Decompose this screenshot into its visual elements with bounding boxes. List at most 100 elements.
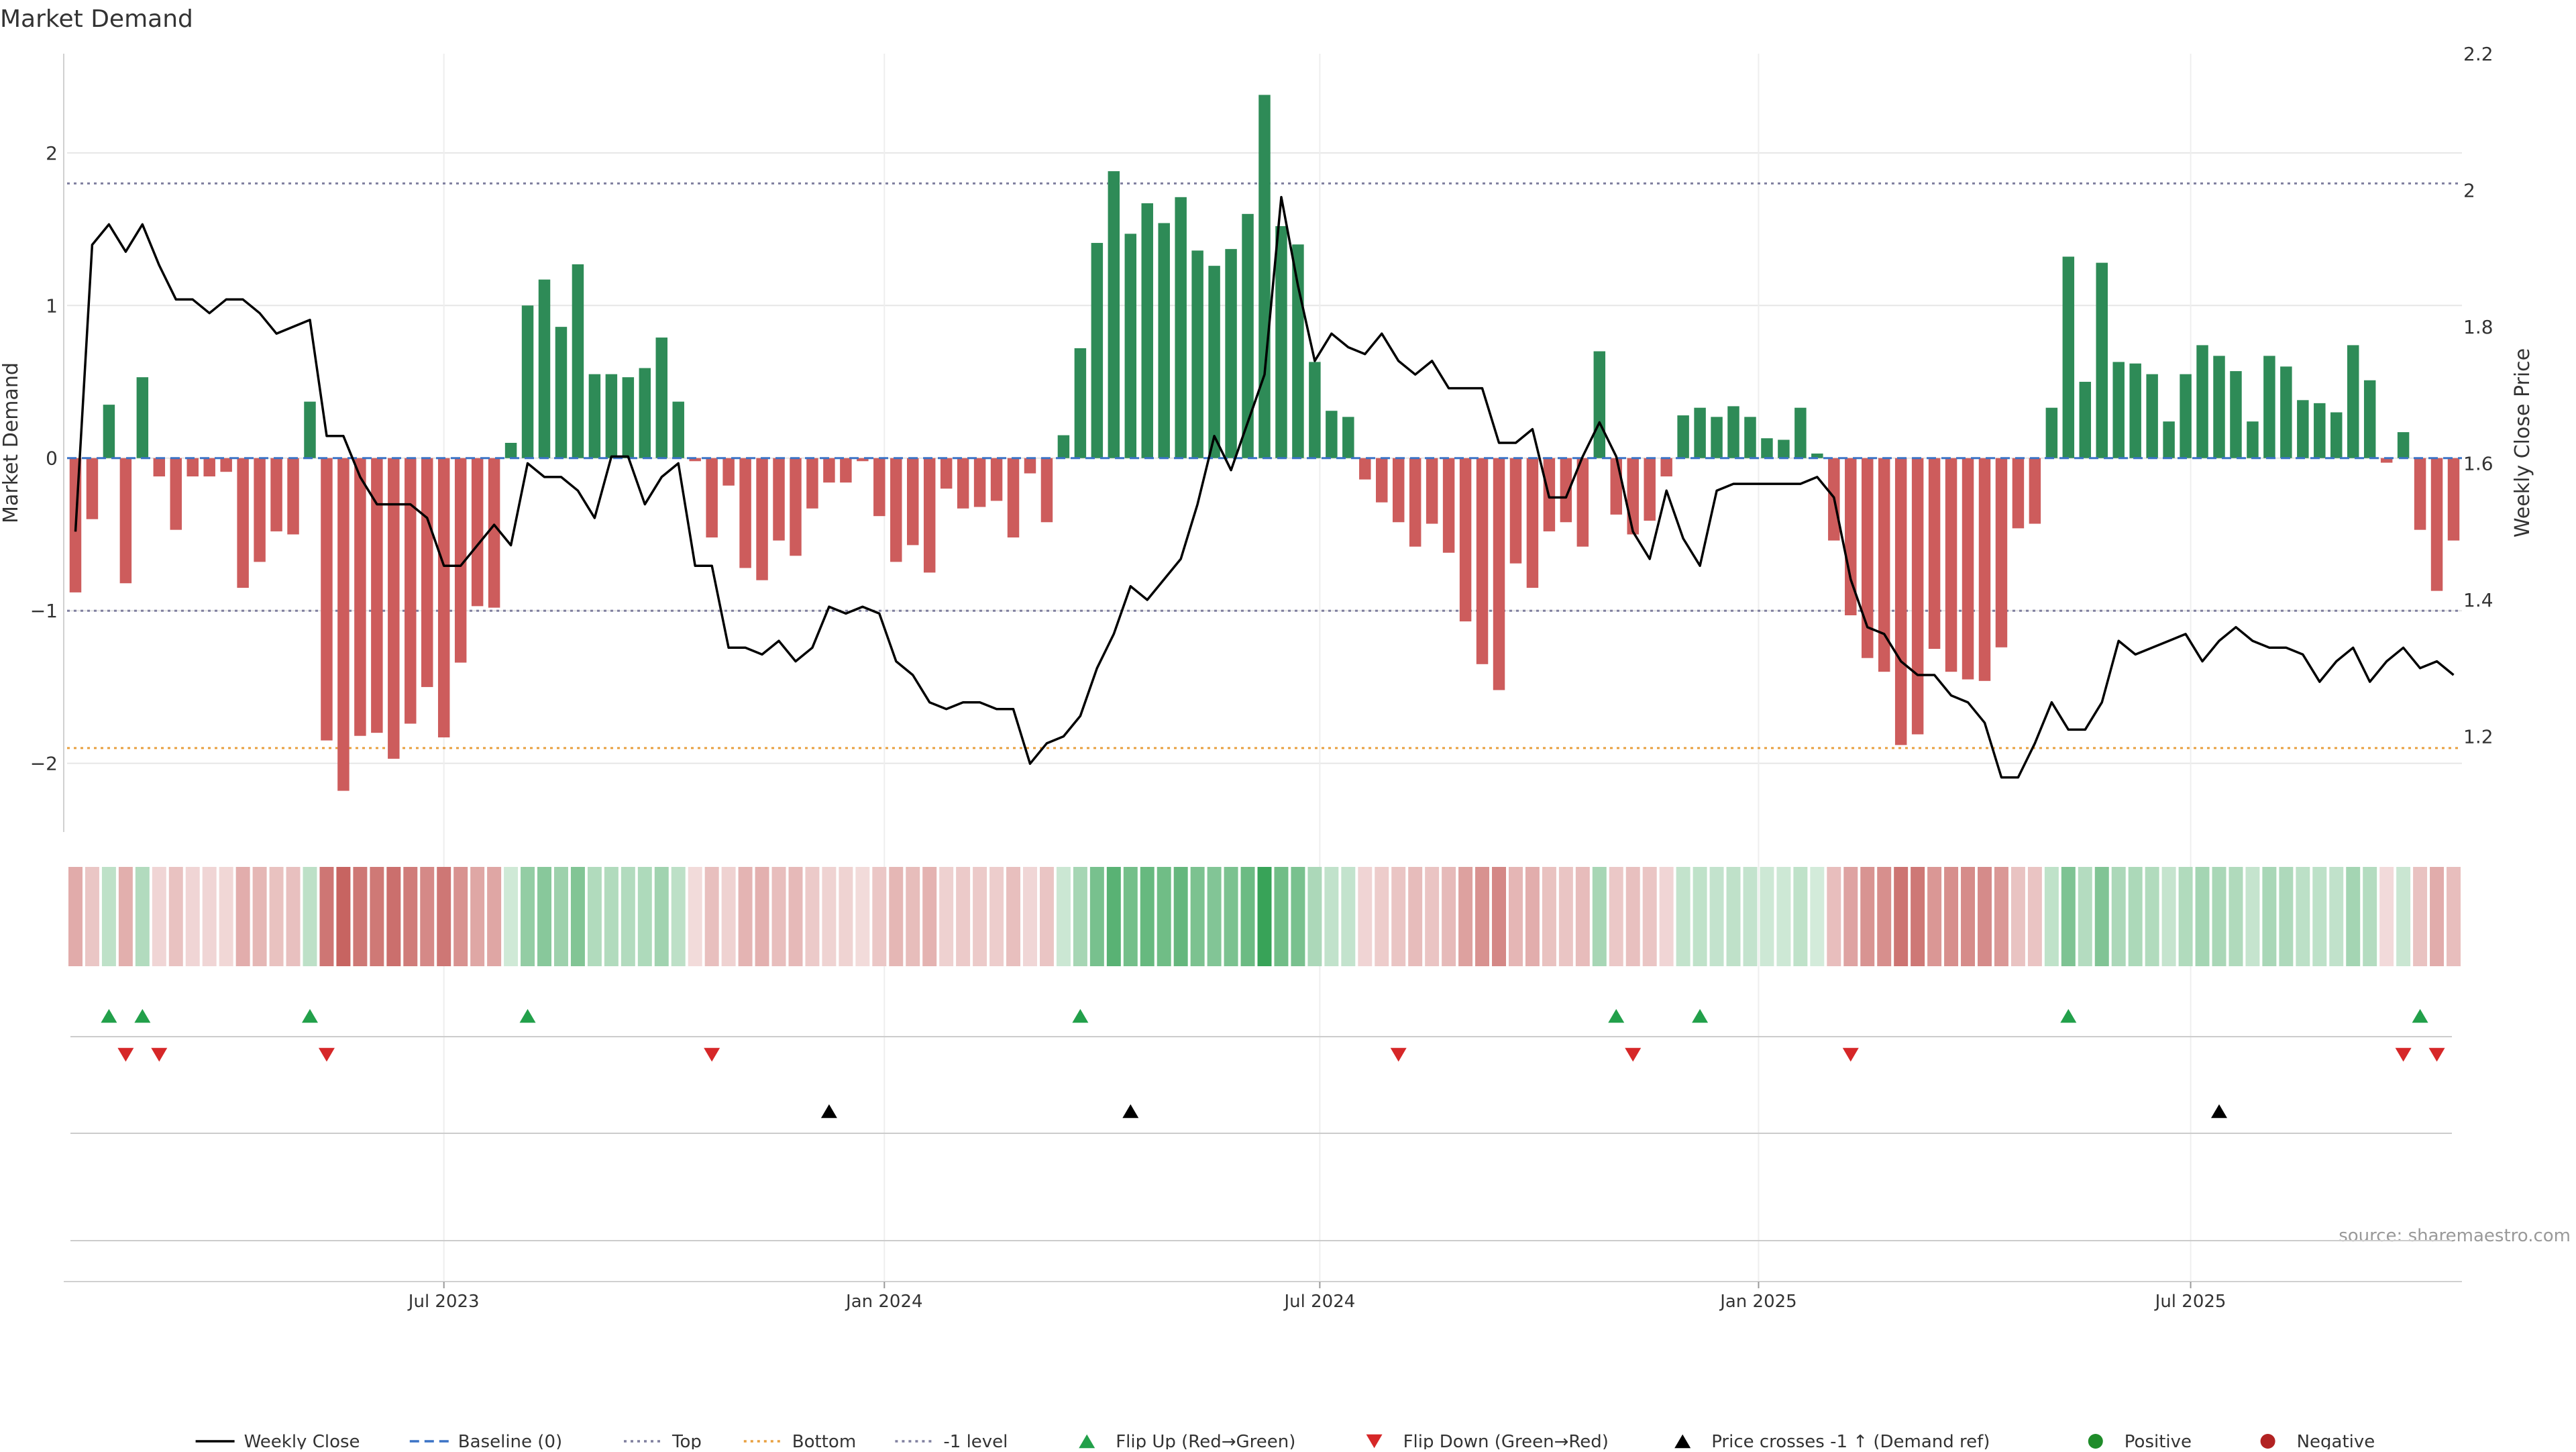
demand-bar	[2280, 366, 2292, 458]
heat-strip-cell	[1927, 867, 1942, 966]
demand-bar	[1158, 223, 1170, 458]
heat-strip-cell	[1693, 867, 1707, 966]
flip-down-marker	[151, 1047, 168, 1062]
legend-dot-swatch	[2088, 1434, 2103, 1449]
demand-bar	[840, 458, 852, 483]
demand-bar	[170, 458, 182, 530]
demand-bar	[2330, 412, 2343, 458]
demand-bar	[504, 443, 517, 458]
flip-up-marker	[1608, 1008, 1625, 1023]
legend-triangle-up-swatch	[1674, 1434, 1691, 1449]
demand-bar	[2146, 374, 2158, 458]
legend-label: Price crosses -1 ↑ (Demand ref)	[1711, 1432, 1990, 1449]
demand-bar	[1593, 351, 1606, 458]
legend-item: Flip Up (Red→Green)	[1079, 1432, 1295, 1452]
demand-bar	[1124, 234, 1137, 458]
heat-strip-cell	[1123, 867, 1138, 966]
demand-bar	[689, 458, 701, 462]
demand-bar	[2247, 421, 2259, 458]
heat-strip-cell	[1023, 867, 1037, 966]
x-tick-label: Jan 2024	[845, 1292, 923, 1312]
heat-strip-cell	[1089, 867, 1104, 966]
demand-bar	[555, 327, 568, 458]
demand-bar	[1526, 458, 1539, 588]
demand-bar	[203, 458, 215, 477]
demand-bar	[1862, 458, 1874, 658]
y-tick-label: 1	[46, 295, 58, 317]
heat-strip-cell	[1056, 867, 1071, 966]
heat-strip-cell	[1911, 867, 1925, 966]
heat-strip-cell	[2296, 867, 2310, 966]
heat-strip-cell	[101, 867, 116, 966]
demand-bar	[337, 458, 350, 791]
heat-strip-cell	[1894, 867, 1909, 966]
heat-strip-cell	[855, 867, 870, 966]
legend-label: Negative	[2297, 1432, 2375, 1449]
flip-down-marker	[2428, 1047, 2445, 1062]
heat-strip-cell	[1375, 867, 1389, 966]
heat-strip-cell	[2195, 867, 2210, 966]
legend-label: Bottom	[792, 1432, 856, 1449]
heat-strip-cell	[553, 867, 568, 966]
heat-strip-cell	[1726, 867, 1741, 966]
heat-strip-cell	[521, 867, 535, 966]
demand-bar	[1376, 458, 1388, 503]
demand-bar	[2230, 371, 2242, 458]
demand-bar	[890, 458, 902, 562]
demand-bar	[639, 368, 651, 458]
heat-strip-cell	[2430, 867, 2445, 966]
demand-bar	[1258, 95, 1271, 458]
heat-strip-cell	[2094, 867, 2109, 966]
demand-bar	[2347, 345, 2359, 458]
heat-strip-cell	[2229, 867, 2243, 966]
demand-bar	[2297, 400, 2309, 458]
demand-bar	[1610, 458, 1623, 515]
demand-bar	[2163, 421, 2175, 458]
demand-bar	[2414, 458, 2426, 530]
heat-strip-cell	[587, 867, 602, 966]
demand-bar	[1660, 458, 1672, 477]
heat-strip-cell	[2078, 867, 2092, 966]
legend-label: Baseline (0)	[458, 1432, 562, 1449]
demand-bar	[1359, 458, 1371, 480]
demand-bar	[1845, 458, 1857, 616]
demand-bar	[538, 279, 551, 458]
demand-bar	[2012, 458, 2025, 529]
heat-strip-cell	[353, 867, 368, 966]
heat-strip-cell	[1408, 867, 1423, 966]
heat-strip-cell	[1760, 867, 1774, 966]
heat-strip-cell	[2161, 867, 2176, 966]
legend-triangle-up-swatch	[1079, 1434, 1095, 1449]
legend-item: Price crosses -1 ↑ (Demand ref)	[1674, 1432, 1990, 1452]
demand-bar	[237, 458, 249, 588]
heat-strip-cell	[2312, 867, 2327, 966]
demand-bar	[1024, 458, 1036, 474]
y2-axis-label: Weekly Close Price	[2511, 348, 2534, 537]
demand-bar	[1409, 458, 1421, 547]
heat-strip-cell	[2329, 867, 2344, 966]
legend-label: Positive	[2125, 1432, 2192, 1449]
demand-bar	[1978, 458, 1991, 681]
heat-strip-cell	[771, 867, 786, 966]
heat-strip-cell	[1240, 867, 1255, 966]
heat-strip-cell	[1190, 867, 1205, 966]
demand-bar	[2129, 363, 2141, 458]
demand-bar	[1292, 244, 1304, 458]
demand-bar	[1811, 453, 1823, 458]
heat-strip-cell	[1525, 867, 1540, 966]
heat-strip-cell	[403, 867, 418, 966]
source-label: source: sharemaestro.com	[2339, 1226, 2571, 1246]
price-cross-marker	[820, 1104, 837, 1119]
demand-bar	[2045, 407, 2058, 458]
flip-up-marker	[2412, 1008, 2428, 1023]
demand-bar	[672, 401, 684, 458]
demand-bar	[1208, 266, 1220, 458]
demand-bar	[1074, 348, 1087, 458]
demand-bar	[806, 458, 818, 509]
demand-bar	[2180, 374, 2192, 458]
legend-item: Weekly Close	[195, 1432, 360, 1452]
heat-strip-cell	[2111, 867, 2126, 966]
heat-strip-cell	[135, 867, 150, 966]
heat-strip-cell	[2061, 867, 2076, 966]
demand-bar	[321, 458, 333, 741]
